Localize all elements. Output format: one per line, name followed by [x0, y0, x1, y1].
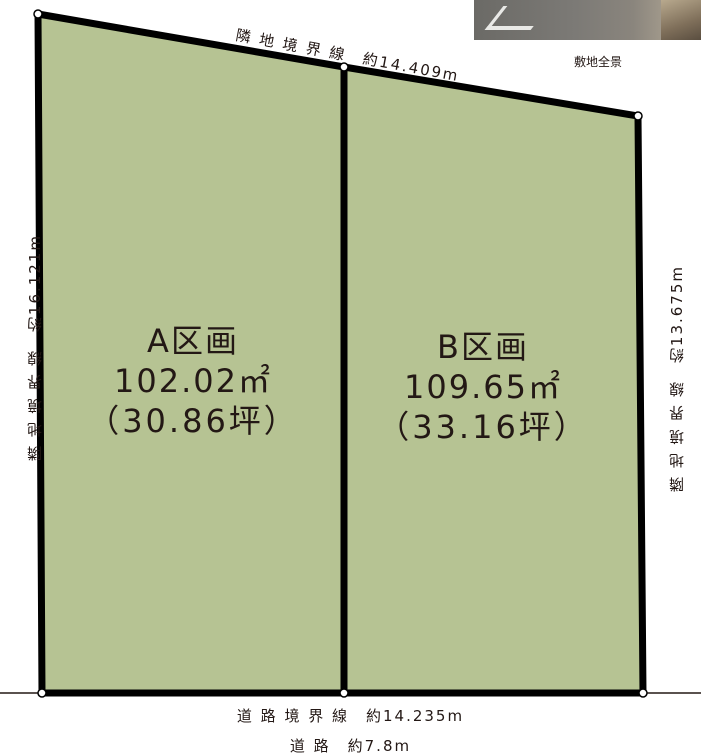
right-boundary-label: 隣 地 境 界 線 約13.675m — [668, 265, 686, 493]
plot-a-label: A区画 102.02㎡ （30.86坪） — [68, 322, 318, 440]
corner-marker — [339, 62, 349, 72]
curb — [661, 0, 701, 40]
left-boundary-label: 隣 地 境 界 線 約16.121m — [26, 234, 44, 462]
corner-marker — [33, 9, 43, 19]
plot-b-label: B区画 109.65㎡ （33.16坪） — [358, 328, 608, 446]
road-boundary-label: 道 路 境 界 線 約14.235m — [236, 707, 465, 725]
plot-b-area: 109.65㎡ — [358, 368, 608, 406]
plot-a-name: A区画 — [147, 322, 239, 360]
corner-marker — [339, 688, 349, 698]
plot-a-area: 102.02㎡ — [68, 362, 318, 400]
plot-a-area-value: 102.02 — [114, 362, 238, 400]
corner-marker — [638, 688, 648, 698]
plot-a-tsubo: （30.86坪） — [87, 402, 299, 440]
plot-b-tsubo: （33.16坪） — [377, 408, 589, 446]
plot-a-area-unit: ㎡ — [237, 362, 272, 400]
plot-b-area-value: 109.65 — [404, 368, 528, 406]
plot-b-area-unit: ㎡ — [527, 368, 562, 406]
road-marking — [484, 6, 550, 30]
road-width-label: 道 路 約7.8m — [289, 737, 412, 755]
site-photo — [474, 0, 701, 40]
corner-marker — [37, 688, 47, 698]
corner-marker — [633, 111, 643, 121]
photo-caption: 敷地全景 — [574, 55, 623, 69]
plot-b-name: B区画 — [437, 328, 529, 366]
